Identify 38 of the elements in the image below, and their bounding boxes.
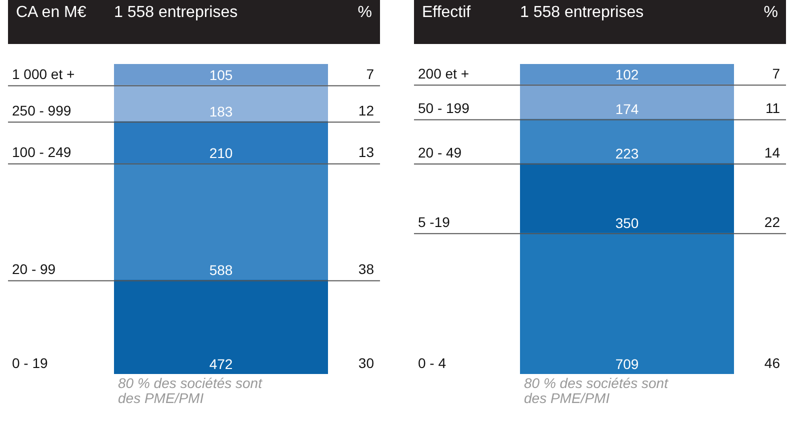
data-label: 350 [615, 214, 639, 231]
category-label: 0 - 19 [12, 354, 48, 371]
category-label: 5 -19 [418, 214, 450, 230]
text: 7 [366, 66, 374, 82]
data-label: 105 [209, 67, 233, 84]
text: 14 [764, 144, 780, 160]
text: CA en M€ [16, 4, 88, 21]
category-label: 20 - 49 [418, 144, 462, 160]
data-label: 472 [209, 356, 233, 372]
category-label: 50 - 199 [418, 100, 470, 116]
category-label: 100 - 249 [12, 144, 72, 160]
data-label: 102 [615, 66, 639, 82]
category-label: 250 - 999 [12, 102, 72, 118]
text: % [762, 4, 778, 21]
data-label: 174 [615, 101, 639, 118]
category-label: 20 - 99 [12, 261, 56, 278]
text: 11 [765, 100, 780, 116]
text: 38 [358, 261, 374, 278]
text: 30 [358, 354, 374, 371]
text: 12 [358, 102, 374, 118]
text: 1 558 entreprises [114, 4, 239, 21]
text: 22 [764, 214, 780, 230]
text: 7 [772, 65, 780, 82]
category-label: 1 000 et + [12, 66, 75, 82]
data-label: 709 [615, 356, 639, 372]
text: 80 % des sociétés sont des PME/PMI [118, 375, 264, 406]
data-label: 588 [209, 262, 233, 278]
text: 1 558 entreprises [520, 4, 645, 21]
text: 46 [764, 354, 780, 371]
text: Effectif [422, 4, 472, 21]
data-label: 183 [209, 103, 233, 120]
category-label: 200 et + [418, 65, 469, 82]
text: 80 % des sociétés sont des PME/PMI [524, 375, 670, 406]
text: % [356, 4, 372, 21]
text: 13 [358, 144, 374, 160]
data-label: 210 [209, 145, 233, 162]
category-label: 0 - 4 [418, 354, 446, 371]
data-label: 223 [615, 145, 639, 162]
